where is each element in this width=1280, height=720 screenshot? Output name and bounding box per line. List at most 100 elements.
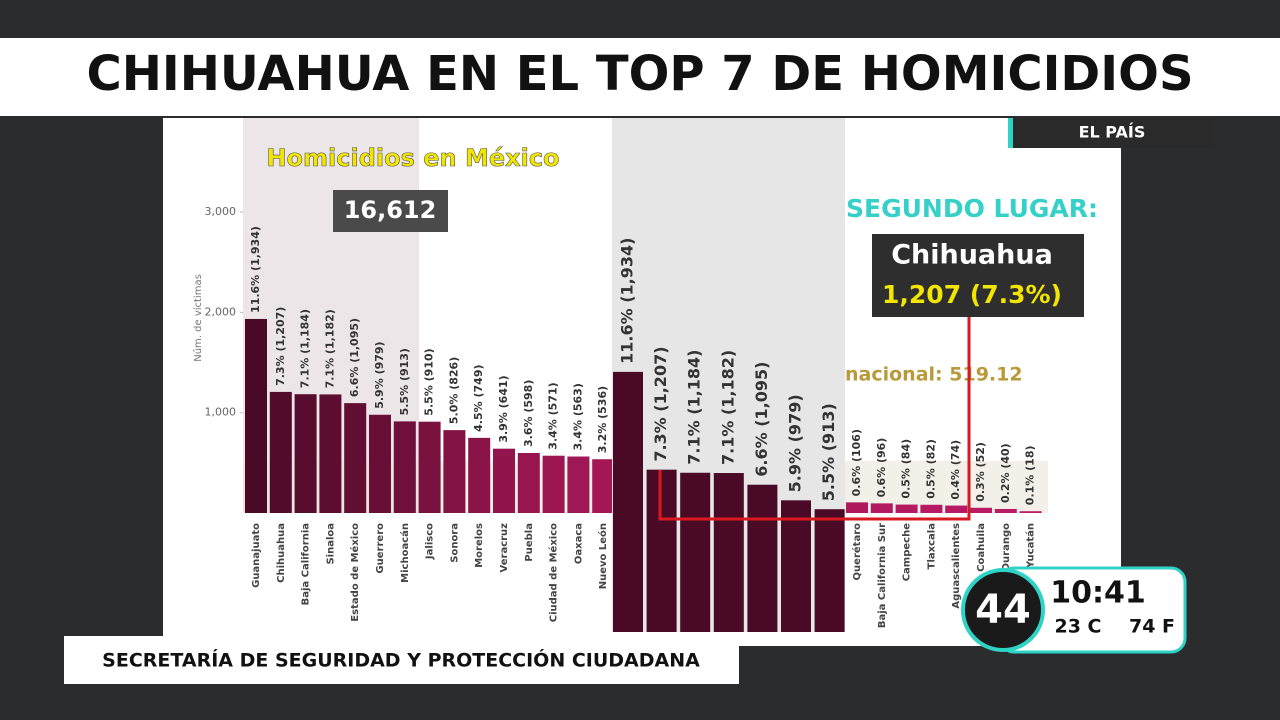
value-label: 0.1% (18)	[1024, 445, 1037, 505]
x-tick-label: Coahuila	[976, 523, 987, 572]
bar	[493, 448, 515, 513]
value-label: 5.0% (826)	[447, 357, 460, 424]
callout-bracket	[658, 317, 971, 521]
value-label: 0.4% (74)	[949, 440, 962, 500]
bar	[542, 455, 565, 513]
x-tick-label: Jalisco	[425, 523, 436, 560]
value-label: 4.5% (749)	[472, 364, 485, 431]
x-tick-label: Yucatán	[1025, 523, 1037, 569]
bar	[970, 507, 992, 513]
x-tick-label: Veracruz	[499, 523, 510, 573]
lower-third	[64, 636, 739, 684]
value-label: 0.5% (82)	[924, 439, 937, 499]
bar	[443, 430, 466, 513]
zoom-value-label: 7.1% (1,184)	[685, 350, 704, 465]
total: 16,612	[344, 196, 437, 224]
bar	[369, 414, 391, 513]
callout-box	[872, 234, 1084, 317]
lower-third-text: SECRETARÍA DE SEGURIDAD Y PROTECCIÓN CIU…	[102, 648, 700, 672]
clock-time: 10:41	[1050, 576, 1146, 611]
value-label: 3.6% (598)	[522, 380, 535, 447]
x-tick-label: Campeche	[902, 523, 913, 581]
zoom-value-label: 11.6% (1,934)	[618, 238, 637, 364]
bar	[920, 504, 943, 513]
bar	[994, 508, 1017, 513]
y-tick-label: 3,000	[205, 205, 237, 218]
value-label: 0.6% (96)	[875, 438, 888, 498]
value-label: 3.9% (641)	[497, 375, 510, 442]
x-tick-label: Sonora	[449, 523, 460, 563]
zoom-value-label: 5.5% (913)	[819, 403, 838, 501]
x-tick-label: Chihuahua	[276, 523, 287, 583]
value-label: 11.6% (1,934)	[249, 226, 262, 313]
x-tick-label: Morelos	[474, 523, 485, 568]
x-tick-label: Baja California Sur	[877, 523, 888, 628]
temp-f: 74 F	[1129, 616, 1175, 638]
total-box	[333, 190, 448, 232]
zoom-bar	[713, 473, 744, 632]
bar	[517, 453, 540, 513]
callout-name: Chihuahua	[891, 240, 1053, 271]
y-tick-label: 2,000	[205, 305, 237, 318]
bar	[344, 403, 367, 513]
value-label: 5.5% (910)	[423, 348, 436, 415]
headline-bar	[0, 38, 1280, 116]
x-tick-label: Nuevo León	[597, 523, 609, 589]
value-label: 6.6% (1,095)	[348, 318, 361, 397]
bar	[269, 391, 292, 513]
value-label: 7.1% (1,184)	[299, 309, 312, 388]
zoom-value-label: 7.3% (1,207)	[651, 346, 670, 461]
x-tick-label: Oaxaca	[573, 523, 584, 564]
value-label: 0.5% (84)	[900, 439, 913, 499]
bar	[245, 318, 267, 513]
zoom-value-label: 6.6% (1,095)	[752, 362, 771, 477]
x-tick-label: Guanajuato	[251, 523, 262, 588]
bar	[319, 394, 342, 513]
value-label: 0.2% (40)	[999, 443, 1012, 503]
bar	[870, 503, 893, 513]
logo: 44	[975, 587, 1031, 633]
y-tick-label: 1,000	[205, 406, 237, 419]
x-tick-label: Tlaxcala	[926, 523, 937, 569]
source: EL PAÍS	[1079, 123, 1146, 142]
callout-heading: SEGUNDO LUGAR:	[846, 194, 1098, 223]
bar	[846, 502, 868, 513]
zoom-value-label: 7.1% (1,182)	[718, 350, 737, 465]
value-label: 3.4% (563)	[571, 383, 584, 450]
value-label: 7.3% (1,207)	[274, 307, 287, 386]
zoom-bar	[613, 371, 643, 632]
x-tick-label: Aguascalientes	[951, 523, 962, 609]
zoom-value-label: 5.9% (979)	[786, 394, 805, 492]
value-label: 5.5% (913)	[398, 348, 411, 415]
bar	[418, 421, 441, 513]
average-label: nacional: 519.12	[845, 364, 1023, 386]
x-tick-label: Querétaro	[851, 523, 863, 581]
chart-title: Homicidios en México	[266, 144, 559, 172]
bar	[294, 394, 317, 513]
x-tick-label: Sinaloa	[325, 523, 336, 565]
source-accent	[1008, 118, 1013, 148]
zoom-bar	[646, 469, 677, 632]
bar	[592, 459, 615, 513]
temp-c: 23 C	[1055, 616, 1102, 638]
x-tick-label: Guerrero	[375, 523, 386, 574]
zoom-bar	[781, 500, 811, 632]
bar	[567, 456, 590, 513]
zoom-bar	[747, 484, 778, 632]
x-tick-label: Durango	[1001, 523, 1012, 571]
value-label: 5.9% (979)	[373, 341, 386, 408]
source-tag	[1008, 118, 1215, 148]
x-tick-label: Michoacán	[399, 523, 411, 583]
headline: CHIHUAHUA EN EL TOP 7 DE HOMICIDIOS	[86, 46, 1193, 102]
zoom-bar	[680, 472, 711, 632]
value-label: 3.4% (571)	[547, 382, 560, 449]
value-label: 3.2% (536)	[596, 386, 609, 453]
bar	[393, 421, 416, 513]
x-tick-label: Puebla	[524, 523, 535, 562]
callout-value: 1,207 (7.3%)	[882, 280, 1062, 309]
x-tick-label: Estado de México	[349, 523, 361, 622]
bar	[895, 504, 918, 513]
zoom-bar	[814, 509, 845, 632]
